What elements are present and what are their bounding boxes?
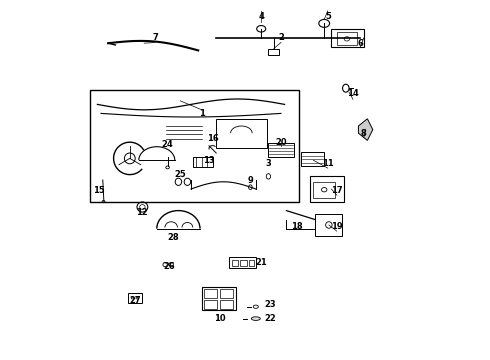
Bar xyxy=(249,260,254,266)
Text: 22: 22 xyxy=(264,314,276,323)
Text: 28: 28 xyxy=(167,233,179,242)
Bar xyxy=(331,29,364,47)
Text: 7: 7 xyxy=(152,33,158,42)
Text: 1: 1 xyxy=(199,109,205,118)
Text: 15: 15 xyxy=(93,186,105,195)
Text: 18: 18 xyxy=(292,222,303,231)
Text: 17: 17 xyxy=(331,186,343,195)
Bar xyxy=(193,157,213,167)
Bar xyxy=(216,119,267,148)
Text: 12: 12 xyxy=(137,208,148,217)
Text: 10: 10 xyxy=(214,314,225,323)
Bar xyxy=(229,257,256,268)
Bar xyxy=(204,289,217,298)
Text: 19: 19 xyxy=(331,222,343,231)
Bar xyxy=(204,300,217,309)
Bar xyxy=(128,293,142,303)
Text: 16: 16 xyxy=(207,134,219,143)
Bar xyxy=(337,32,357,45)
Text: 27: 27 xyxy=(129,296,141,305)
Bar xyxy=(301,152,324,166)
Polygon shape xyxy=(358,119,373,140)
Text: 26: 26 xyxy=(164,262,175,271)
Bar xyxy=(269,143,294,157)
Text: 14: 14 xyxy=(347,89,359,98)
Bar xyxy=(202,287,236,310)
Text: 4: 4 xyxy=(258,12,264,21)
Text: 8: 8 xyxy=(361,129,367,138)
Bar xyxy=(90,90,299,202)
Bar xyxy=(220,300,233,309)
Text: 21: 21 xyxy=(255,258,267,267)
Text: 20: 20 xyxy=(275,138,287,147)
Text: 5: 5 xyxy=(325,12,331,21)
Bar xyxy=(240,260,247,266)
Bar xyxy=(310,176,344,202)
Text: 9: 9 xyxy=(247,176,253,185)
Ellipse shape xyxy=(251,317,260,320)
Bar xyxy=(220,289,233,298)
Bar xyxy=(315,214,342,236)
Text: 3: 3 xyxy=(266,159,271,168)
Text: 2: 2 xyxy=(278,33,284,42)
Text: 13: 13 xyxy=(203,156,215,165)
Text: 25: 25 xyxy=(174,170,186,179)
Text: 11: 11 xyxy=(322,159,334,168)
Bar xyxy=(314,182,335,198)
Bar xyxy=(269,49,279,55)
Text: 24: 24 xyxy=(162,140,173,149)
Text: 6: 6 xyxy=(357,39,363,48)
Bar xyxy=(232,260,238,266)
Text: 23: 23 xyxy=(265,300,276,309)
